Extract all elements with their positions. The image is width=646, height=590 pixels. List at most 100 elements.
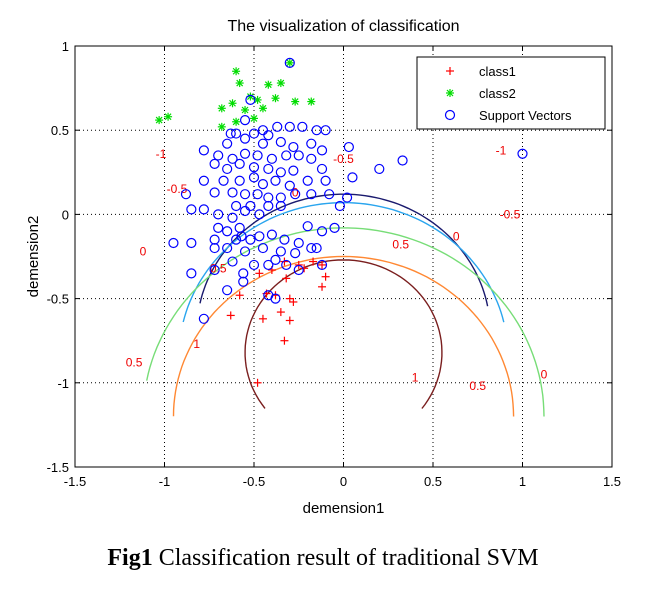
class1-point <box>226 311 235 320</box>
y-tick-label: -1.5 <box>47 460 69 475</box>
contour-label: 1 <box>412 371 419 385</box>
support-vectors-point <box>263 192 274 203</box>
support-vectors-point <box>245 94 256 105</box>
star-d2 <box>155 116 163 124</box>
contour-label: -0.5 <box>500 207 521 221</box>
data-points <box>155 57 528 387</box>
support-vectors-point <box>347 172 358 183</box>
support-vectors-point <box>222 285 233 296</box>
y-tick-label: 0.5 <box>51 123 69 138</box>
support-vectors-point <box>198 175 209 186</box>
contour-line <box>244 259 443 409</box>
support-vectors-point <box>238 268 249 279</box>
star-d2 <box>264 81 272 89</box>
x-tick-label: -1.5 <box>64 474 86 489</box>
class2-point <box>155 116 164 125</box>
support-vectors-point <box>239 205 251 217</box>
support-vectors-point <box>263 259 274 271</box>
class1-point <box>309 257 318 266</box>
x-tick-label: 1 <box>519 474 526 489</box>
legend-label: class1 <box>479 64 516 79</box>
support-vectors-point <box>270 175 281 186</box>
class2-point <box>271 94 280 103</box>
support-vectors-point <box>248 172 260 183</box>
support-vectors-point <box>248 162 260 173</box>
class1-point <box>255 269 264 278</box>
class1-point <box>280 257 289 266</box>
support-vectors-point <box>341 192 353 203</box>
support-vectors-point <box>234 222 245 233</box>
star-d2 <box>250 114 258 122</box>
support-vectors-point <box>252 150 263 161</box>
class2-point <box>250 114 258 123</box>
support-vectors-point <box>316 145 328 156</box>
support-vectors-point <box>284 121 295 132</box>
support-vectors-point <box>334 200 346 212</box>
support-vectors-point <box>222 226 233 237</box>
grid <box>75 46 612 467</box>
support-vectors-point <box>234 175 245 186</box>
contour-label: 1 <box>193 337 200 351</box>
support-vectors-point <box>225 128 236 139</box>
support-vectors-point <box>257 138 269 149</box>
support-vectors-point <box>227 256 238 267</box>
caption-text: Classification result of traditional SVM <box>152 545 539 571</box>
contour-label: 0.5 <box>392 238 409 252</box>
class1-point <box>289 297 298 306</box>
star-d2 <box>241 106 249 114</box>
class2-point <box>164 112 173 121</box>
contour-label: -0.5 <box>333 152 354 166</box>
support-vectors-point <box>263 130 274 141</box>
support-vectors-point <box>168 237 179 249</box>
support-vectors-point <box>316 163 328 175</box>
class2-point <box>264 80 273 89</box>
support-vectors-point <box>293 237 304 249</box>
x-tick-label: -0.5 <box>243 474 265 489</box>
contour-line <box>172 255 515 417</box>
support-vectors-point <box>254 209 265 220</box>
contour-label: -1 <box>496 143 507 157</box>
support-vectors-point <box>324 189 335 200</box>
support-vectors-point <box>209 187 220 198</box>
class1-point <box>321 272 330 281</box>
x-tick-label: 0 <box>340 474 347 489</box>
y-tick-label: 1 <box>62 39 69 54</box>
support-vectors-point <box>198 204 209 215</box>
y-tick-label: 0 <box>62 207 69 222</box>
support-vectors-point <box>316 259 328 271</box>
contour-label: 0 <box>541 367 548 381</box>
support-vectors-point <box>245 234 256 245</box>
support-vectors-point <box>284 180 295 191</box>
star-d2 <box>446 89 454 97</box>
support-vectors-point <box>238 276 249 287</box>
star-d2 <box>291 98 299 105</box>
support-vectors-point <box>213 209 224 220</box>
class1-point <box>235 291 244 300</box>
star-d2 <box>254 96 262 104</box>
class2-point <box>285 58 294 67</box>
support-vectors-point <box>397 155 408 166</box>
support-vectors-point <box>198 145 209 156</box>
y-tick-label: -1 <box>57 376 69 391</box>
support-vectors-point <box>231 200 242 212</box>
support-vectors-point <box>209 234 220 245</box>
support-vectors-point <box>236 231 247 242</box>
star-d2 <box>236 79 244 87</box>
contour-label: 0 <box>292 186 299 200</box>
support-vectors-point <box>306 242 317 254</box>
support-vectors-point <box>329 222 340 233</box>
contour-label: 0.5 <box>126 356 143 370</box>
star-d2 <box>218 104 226 112</box>
support-vectors-point <box>293 264 304 276</box>
support-vectors-point <box>186 204 197 215</box>
support-vectors-point <box>290 248 301 259</box>
support-vectors-point <box>239 133 251 144</box>
support-vectors-point <box>227 153 238 164</box>
support-vectors-point <box>227 187 238 198</box>
support-vectors-point <box>180 189 192 200</box>
x-tick-label: 1.5 <box>603 474 621 489</box>
legend-marker <box>446 89 454 97</box>
star-d2 <box>277 79 285 87</box>
